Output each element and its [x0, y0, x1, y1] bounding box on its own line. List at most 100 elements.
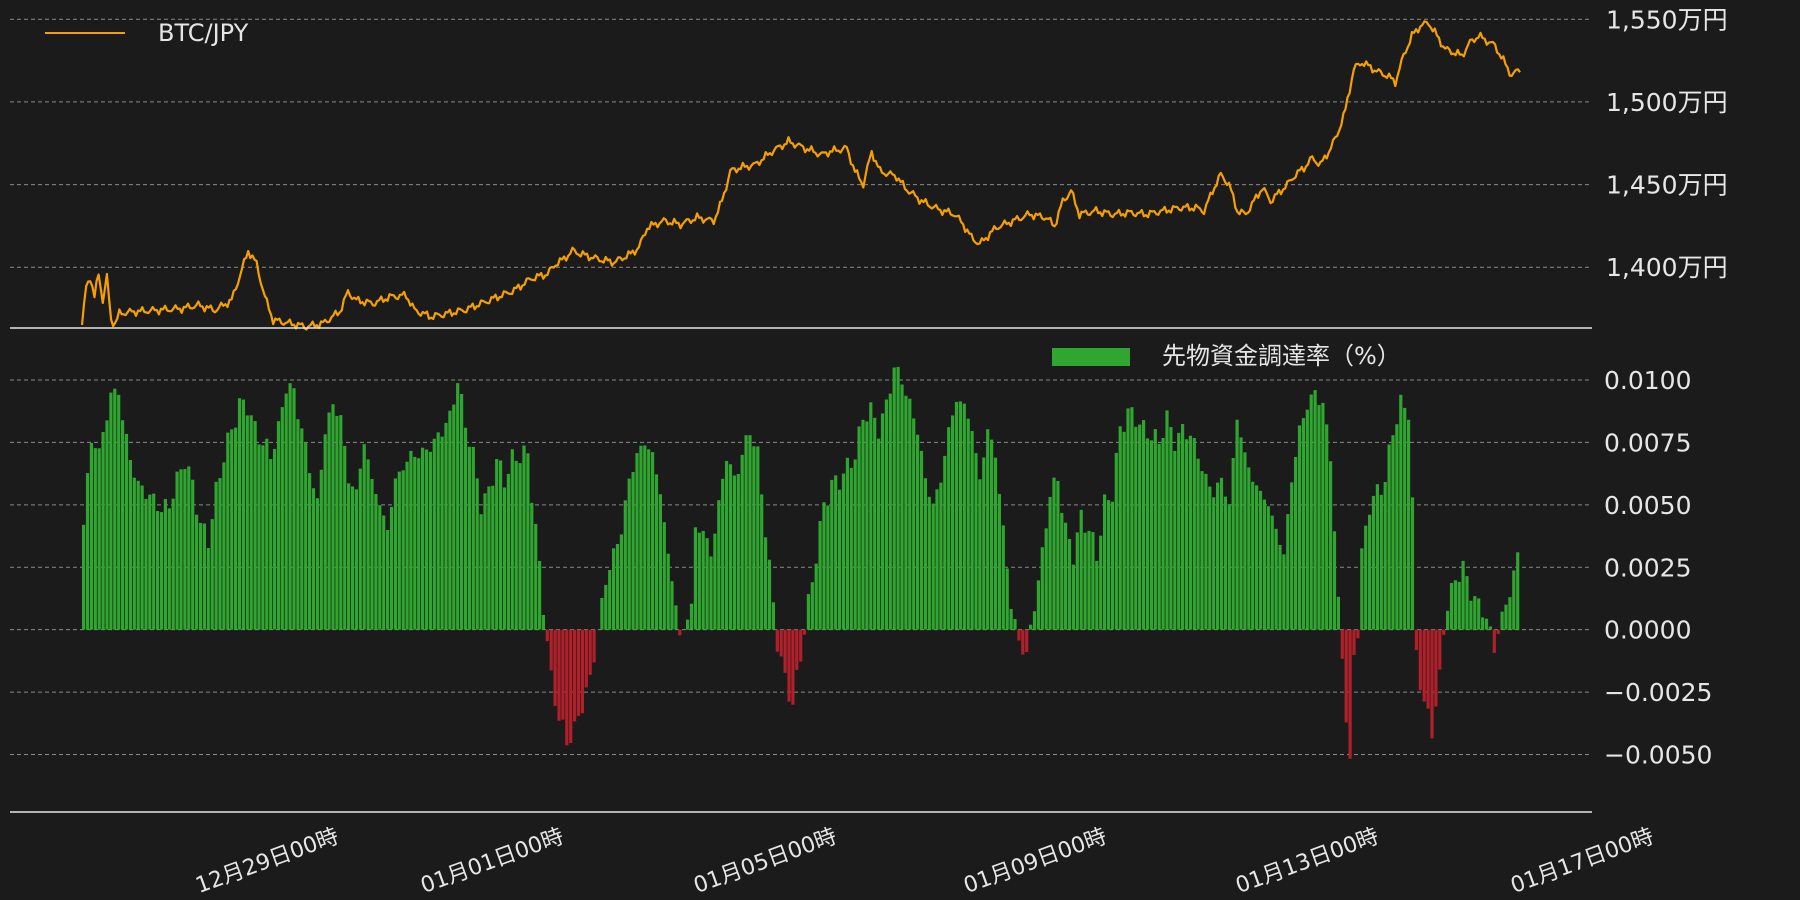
funding-bar — [467, 446, 471, 630]
funding-bar — [799, 629, 803, 662]
funding-bar — [705, 538, 709, 630]
funding-bar — [452, 404, 456, 630]
funding-bar — [1223, 496, 1227, 630]
funding-bar — [460, 394, 464, 630]
funding-bar — [1227, 504, 1231, 630]
funding-bar — [888, 393, 892, 630]
funding-bar — [284, 393, 288, 630]
funding-bar — [1181, 424, 1185, 630]
funding-bar — [128, 460, 132, 630]
funding-bar — [814, 563, 818, 630]
funding-bar — [1282, 554, 1286, 630]
funding-legend-swatch — [1052, 348, 1130, 366]
funding-bar — [339, 415, 343, 630]
funding-bar — [1360, 548, 1364, 630]
funding-bar — [214, 481, 218, 630]
funding-bar — [834, 475, 838, 630]
funding-bar — [904, 395, 908, 630]
funding-bar — [1219, 477, 1224, 630]
funding-bar — [253, 421, 257, 630]
funding-bar — [534, 523, 538, 630]
funding-bar — [584, 629, 588, 688]
funding-bar — [237, 398, 242, 630]
funding-tick-label: 0.0100 — [1604, 366, 1691, 395]
x-tick-label: 01月09日00時 — [961, 824, 1110, 899]
funding-bar — [405, 461, 409, 630]
funding-bar — [670, 581, 674, 630]
funding-bar — [1177, 433, 1181, 630]
funding-bar — [993, 457, 998, 630]
funding-bar — [1457, 581, 1461, 630]
funding-bar — [783, 629, 787, 673]
funding-bar — [1216, 482, 1220, 630]
funding-bar — [709, 556, 713, 630]
funding-bar — [1446, 610, 1450, 630]
funding-bar — [1255, 485, 1259, 630]
funding-bar — [919, 450, 924, 630]
funding-bar — [779, 629, 783, 657]
funding-bar — [1204, 473, 1208, 630]
funding-bar — [627, 478, 631, 630]
x-tick-label: 01月17日00時 — [1508, 824, 1657, 899]
funding-bar — [1239, 437, 1243, 630]
funding-bar — [148, 494, 152, 630]
funding-bar — [1270, 515, 1274, 630]
funding-bar — [736, 474, 740, 630]
funding-bar — [323, 434, 327, 630]
funding-bar — [1340, 629, 1344, 659]
x-tick-label: 01月13日00時 — [1233, 824, 1382, 899]
funding-bar — [487, 486, 491, 630]
funding-bar — [1243, 452, 1247, 630]
funding-axis-labels: 0.0100 0.0075 0.0050 0.0025 0.0000 −0.0025 −0.… — [1604, 366, 1712, 770]
funding-bar — [1130, 407, 1134, 630]
funding-bar — [265, 438, 269, 630]
funding-bar — [873, 417, 877, 630]
price-legend[interactable]: BTC/JPY — [45, 19, 249, 47]
funding-bar — [1407, 419, 1411, 630]
funding-bar — [927, 496, 931, 630]
funding-bar — [308, 473, 312, 630]
funding-bar — [573, 629, 577, 722]
funding-bar — [195, 514, 199, 630]
funding-bar — [612, 548, 616, 630]
funding-bar — [421, 447, 425, 630]
funding-bar — [1013, 619, 1017, 630]
funding-bar — [245, 415, 249, 630]
funding-legend[interactable]: 先物資金調達率（%） — [1052, 342, 1401, 370]
funding-bar — [849, 467, 853, 630]
funding-bar — [522, 445, 526, 630]
funding-bar — [89, 442, 93, 630]
funding-bar — [347, 483, 351, 630]
funding-bar — [109, 392, 113, 630]
funding-bar — [721, 478, 725, 630]
funding-bar — [1305, 409, 1309, 630]
funding-tick-label: −0.0025 — [1604, 678, 1712, 707]
funding-bar — [639, 445, 643, 630]
funding-bar — [810, 582, 814, 630]
funding-bar — [1278, 545, 1282, 630]
funding-bar — [183, 469, 187, 630]
funding-bar — [1161, 438, 1165, 630]
funding-tick-label: 0.0050 — [1604, 491, 1691, 520]
funding-bar — [1294, 457, 1298, 630]
funding-bar — [241, 399, 245, 630]
funding-bar — [1496, 629, 1500, 634]
funding-bar — [725, 460, 729, 630]
funding-bar — [1005, 568, 1009, 630]
funding-bar — [1235, 419, 1239, 630]
funding-bar — [1173, 451, 1177, 630]
funding-bar — [1021, 629, 1025, 655]
funding-bar — [1192, 438, 1196, 630]
funding-tick-label: −0.0050 — [1604, 741, 1712, 770]
funding-bar — [1418, 629, 1422, 691]
funding-bar — [1317, 405, 1321, 630]
funding-bar — [530, 502, 534, 630]
funding-bar — [795, 629, 799, 670]
funding-bar — [916, 434, 920, 630]
funding-bar — [378, 505, 382, 630]
funding-bar — [366, 459, 370, 630]
funding-bar — [654, 474, 659, 630]
funding-bar — [1516, 552, 1520, 630]
funding-bar — [1103, 494, 1107, 630]
funding-bar — [896, 366, 900, 630]
